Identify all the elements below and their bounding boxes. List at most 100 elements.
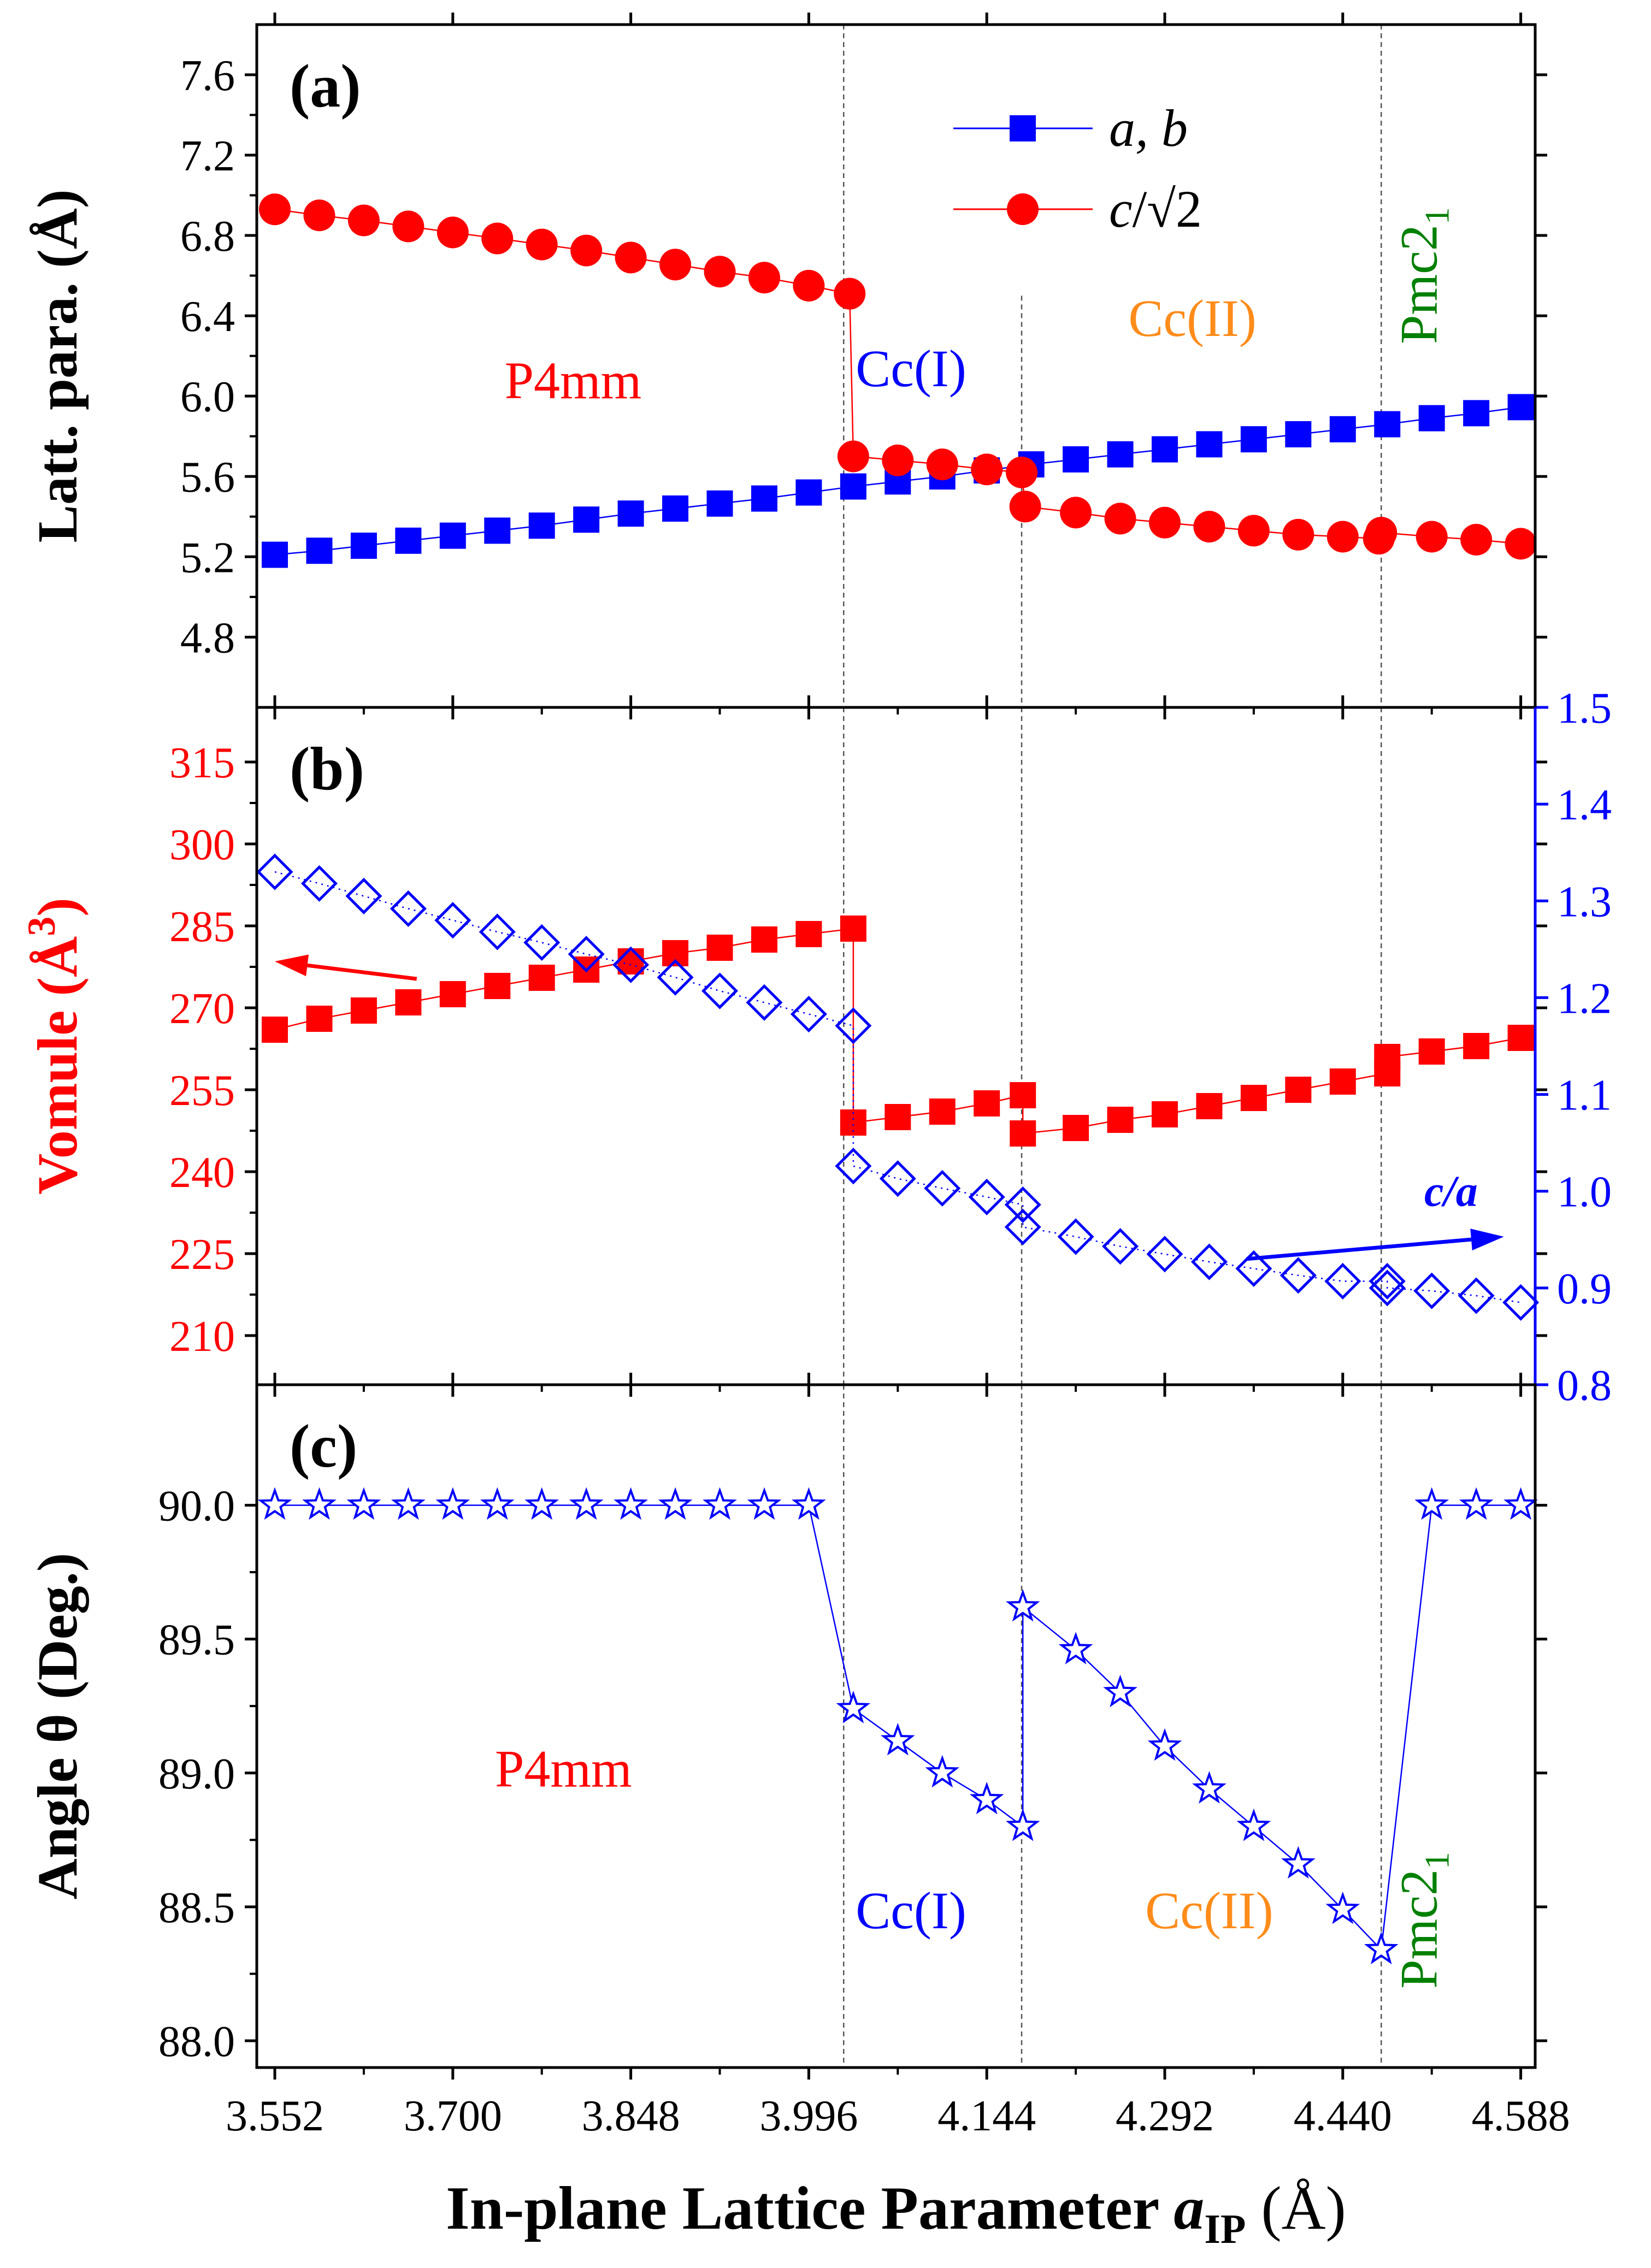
- y-tick-label: 7.2: [180, 132, 235, 180]
- data-point-square: [1151, 1101, 1178, 1127]
- data-point-square: [795, 921, 822, 947]
- data-point-square: [1240, 1085, 1267, 1111]
- data-point-star: [391, 1487, 426, 1520]
- data-point-diamond: [390, 890, 427, 927]
- axis-arrow-left: [275, 954, 417, 981]
- data-point-diamond: [924, 1170, 961, 1207]
- data-point-circle: [1365, 517, 1398, 549]
- data-point-diamond: [1413, 1272, 1450, 1309]
- data-point-diamond: [1004, 1208, 1041, 1245]
- data-point-square: [1418, 405, 1445, 432]
- data-point-square: [484, 517, 511, 544]
- data-point-diamond: [1502, 1284, 1540, 1321]
- data-point-star: [1281, 1846, 1316, 1879]
- panel-label: (c): [290, 1413, 357, 1480]
- annotation-main: Pmc2: [1389, 225, 1448, 344]
- data-point-square: [706, 490, 733, 517]
- x-axis-label-part: In-plane Lattice Parameter: [446, 2175, 1174, 2242]
- data-point-star: [792, 1487, 826, 1520]
- y-tick-label: 88.0: [158, 2018, 235, 2066]
- data-point-square: [795, 479, 822, 506]
- data-point-square: [439, 981, 466, 1007]
- legend-marker: [1007, 193, 1039, 225]
- y-tick-label: 225: [169, 1231, 235, 1279]
- data-point-star: [1459, 1487, 1494, 1520]
- legend-label: a, b: [1109, 99, 1188, 157]
- data-point-diamond: [1146, 1236, 1183, 1273]
- axis-arrow-right: [1246, 1228, 1504, 1261]
- data-point-star: [524, 1487, 559, 1520]
- data-point-diamond: [1190, 1243, 1228, 1280]
- y-axis-label-main: Vomule (Å: [26, 936, 89, 1195]
- y2-tick-label: 1.4: [1557, 781, 1612, 829]
- data-point-square: [1010, 1082, 1036, 1108]
- y-tick-label: 210: [169, 1313, 235, 1361]
- y-tick-label: 240: [169, 1149, 235, 1197]
- data-point-circle: [615, 241, 647, 274]
- data-point-diamond: [1279, 1257, 1317, 1294]
- data-point-circle: [1104, 503, 1136, 535]
- series-line: [274, 928, 1521, 1135]
- y2-tick-label: 1.0: [1557, 1168, 1612, 1216]
- data-point-diamond: [657, 959, 694, 996]
- phase-annotation: Cc(I): [856, 339, 966, 398]
- data-point-square: [262, 1017, 288, 1043]
- data-point-square: [617, 948, 644, 974]
- x-tick-label: 4.440: [1294, 2092, 1392, 2140]
- phase-annotation: P4mm: [495, 1739, 632, 1798]
- data-point-square: [1107, 441, 1134, 468]
- data-point-diamond: [1057, 1218, 1094, 1255]
- arrow-shaft: [1246, 1237, 1472, 1261]
- data-point-star: [1325, 1891, 1360, 1924]
- data-point-diamond: [1324, 1262, 1361, 1300]
- data-point-star: [1005, 1808, 1040, 1841]
- data-point-square: [974, 1090, 1000, 1117]
- data-point-diamond: [612, 946, 650, 983]
- data-point-circle: [347, 204, 380, 237]
- legend-label-part: /√2: [1133, 180, 1202, 238]
- y-tick-label: 89.0: [158, 1750, 235, 1798]
- data-point-diamond: [835, 1007, 872, 1044]
- data-point-diamond: [1458, 1277, 1495, 1314]
- data-point-star: [480, 1487, 515, 1520]
- data-point-circle: [570, 234, 603, 267]
- data-point-square: [1463, 1033, 1490, 1059]
- arrow-shaft: [307, 963, 417, 981]
- data-point-square: [1063, 446, 1089, 472]
- data-point-star: [257, 1487, 292, 1520]
- phase-annotation-text: Pmc21: [1389, 1852, 1456, 1989]
- x-axis-label-part: a: [1174, 2175, 1204, 2242]
- x-tick-label: 3.700: [404, 2092, 502, 2140]
- data-point-circle: [303, 199, 335, 232]
- data-point-diamond: [1369, 1269, 1406, 1307]
- data-point-circle: [748, 262, 780, 294]
- data-point-star: [1236, 1808, 1271, 1841]
- data-point-square: [1374, 411, 1401, 438]
- data-point-diamond: [300, 865, 338, 902]
- data-point-square: [1418, 1038, 1445, 1065]
- data-point-circle: [526, 228, 558, 261]
- y-axis-label-main: Latt. para. (Å): [26, 189, 89, 542]
- y-tick-label: 89.5: [158, 1616, 235, 1664]
- phase-annotation-text: Pmc21: [1389, 207, 1456, 344]
- data-point-circle: [437, 216, 469, 249]
- legend-label-part: a, b: [1109, 99, 1188, 157]
- data-point-square: [350, 997, 377, 1024]
- data-point-square: [1374, 1044, 1401, 1070]
- data-point-star: [614, 1487, 648, 1520]
- data-point-diamond: [568, 936, 605, 973]
- data-point-star: [435, 1487, 470, 1520]
- data-point-square: [662, 495, 689, 522]
- data-point-star: [346, 1487, 381, 1520]
- data-point-star: [1103, 1674, 1137, 1708]
- y2-tick-label: 1.2: [1557, 974, 1612, 1023]
- data-point-star: [1005, 1588, 1040, 1622]
- y-axis-label: Latt. para. (Å): [26, 189, 89, 542]
- data-point-star: [969, 1781, 1004, 1815]
- data-point-star: [703, 1487, 737, 1520]
- data-point-diamond: [701, 972, 739, 1009]
- data-point-diamond: [1102, 1228, 1139, 1265]
- data-point-square: [528, 512, 555, 539]
- data-point-square: [484, 973, 511, 999]
